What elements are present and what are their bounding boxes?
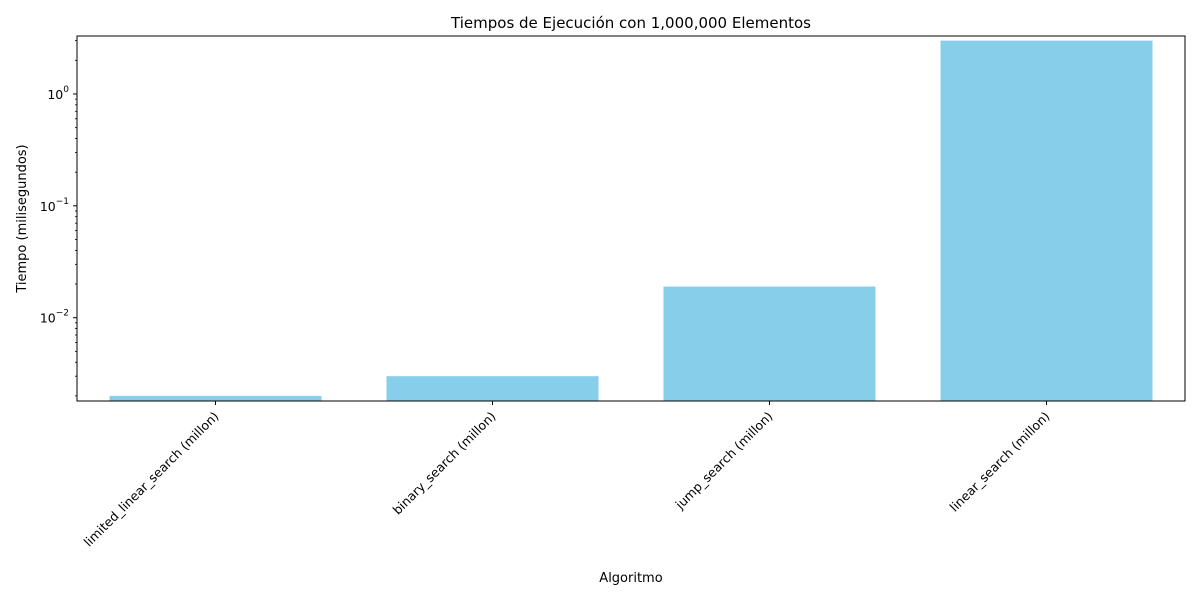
bar: [109, 395, 322, 401]
x-tick-label: linear_search (millon): [947, 409, 1053, 515]
x-axis-ticks: limited_linear_search (millon) binary_sea…: [81, 401, 1053, 550]
x-tick-label: jump_search (millon): [672, 409, 776, 513]
bar: [386, 376, 599, 401]
y-tick-label: 10−1: [40, 197, 69, 214]
bars: [109, 40, 1153, 401]
plot-area-frame: [76, 35, 1186, 402]
x-tick-label: limited_linear_search (millon): [81, 409, 222, 550]
x-axis-title: Algoritmo: [599, 571, 662, 586]
y-axis-ticks: 10−2 10−1 100: [40, 40, 77, 397]
bar: [940, 40, 1153, 401]
y-axis-title: Tiempo (milisegundos): [15, 144, 30, 293]
x-tick-label: binary_search (millon): [390, 409, 499, 518]
chart-title: Tiempos de Ejecución con 1,000,000 Eleme…: [450, 14, 811, 32]
bar: [663, 286, 876, 401]
y-tick-label: 100: [47, 85, 69, 102]
y-tick-label: 10−2: [40, 309, 69, 326]
